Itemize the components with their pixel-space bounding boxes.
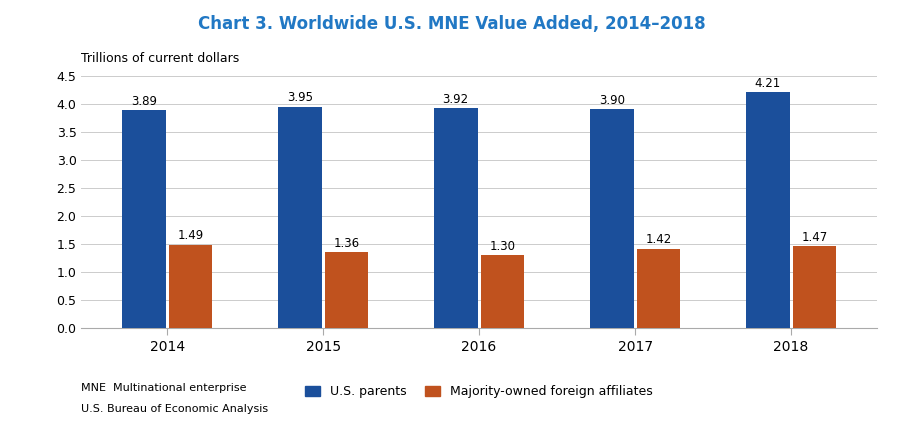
Bar bbox=[324, 252, 368, 328]
Text: U.S. Bureau of Economic Analysis: U.S. Bureau of Economic Analysis bbox=[81, 404, 268, 414]
Text: MNE  Multinational enterprise: MNE Multinational enterprise bbox=[81, 383, 247, 393]
Bar bbox=[792, 246, 835, 328]
Bar bbox=[169, 245, 212, 328]
Text: 3.95: 3.95 bbox=[286, 91, 312, 104]
Text: 1.47: 1.47 bbox=[800, 231, 826, 244]
Bar bbox=[636, 249, 680, 328]
Bar bbox=[433, 108, 477, 328]
Text: Chart 3. Worldwide U.S. MNE Value Added, 2014–2018: Chart 3. Worldwide U.S. MNE Value Added,… bbox=[198, 15, 705, 33]
Bar bbox=[480, 256, 524, 328]
Text: 4.21: 4.21 bbox=[754, 77, 780, 90]
Text: 1.42: 1.42 bbox=[645, 233, 671, 246]
Bar bbox=[122, 110, 165, 328]
Text: 3.90: 3.90 bbox=[598, 94, 624, 107]
Text: Trillions of current dollars: Trillions of current dollars bbox=[81, 52, 239, 65]
Text: 1.36: 1.36 bbox=[333, 237, 359, 250]
Bar bbox=[277, 107, 321, 328]
Text: 3.92: 3.92 bbox=[442, 93, 469, 106]
Text: 1.30: 1.30 bbox=[489, 240, 515, 253]
Bar bbox=[745, 92, 788, 328]
Text: 3.89: 3.89 bbox=[131, 95, 156, 108]
Bar bbox=[590, 109, 633, 328]
Legend: U.S. parents, Majority-owned foreign affiliates: U.S. parents, Majority-owned foreign aff… bbox=[300, 380, 657, 403]
Text: 1.49: 1.49 bbox=[177, 229, 203, 242]
